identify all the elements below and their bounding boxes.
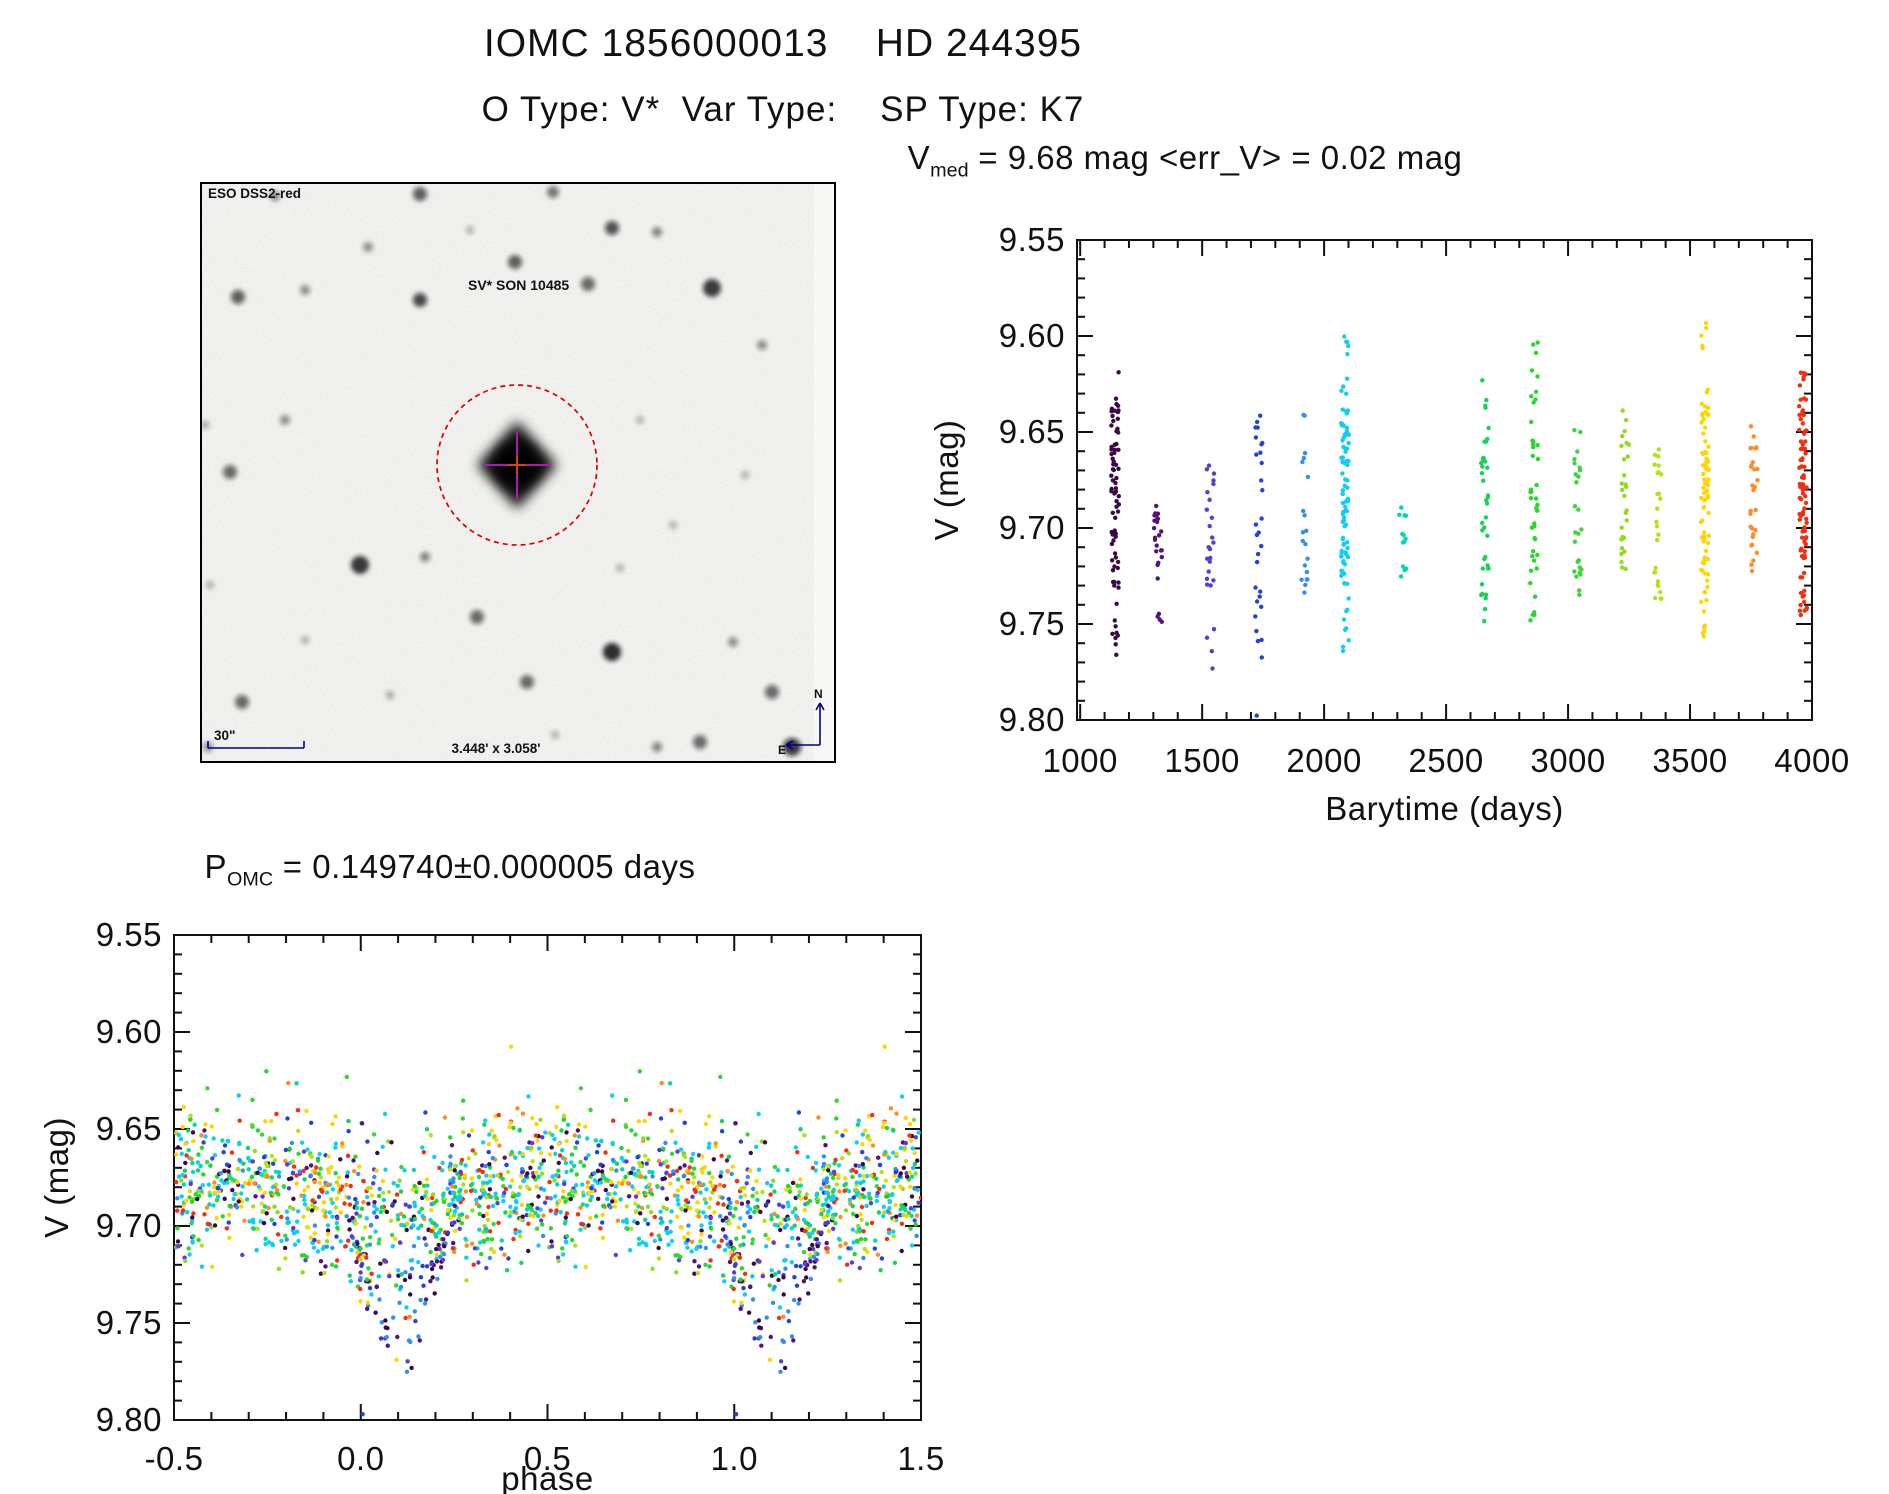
field-star [605, 221, 619, 235]
compass-east-label: E [778, 743, 786, 757]
axes [1076, 239, 1813, 721]
page-title: IOMC 1856000013 HD 244395 [483, 22, 1083, 65]
x-tick-label: 1000 [1042, 742, 1117, 779]
field-star [652, 227, 662, 237]
field-star [351, 556, 369, 574]
x-tick-label: 2000 [1286, 742, 1361, 779]
scatter-points [1109, 321, 1810, 718]
y-tick-label: 9.55 [999, 221, 1065, 258]
x-tick-label: 1.5 [897, 1440, 944, 1477]
scatter-points [174, 1044, 921, 1417]
target-circle-group [436, 384, 598, 546]
field-star [765, 685, 779, 699]
x-tick-label: 3500 [1652, 742, 1727, 779]
compass-north-label: N [814, 687, 823, 701]
axes [173, 934, 922, 1421]
y-tick-label: 9.70 [96, 1207, 162, 1244]
field-star [783, 738, 801, 756]
y-tick-label: 9.70 [999, 509, 1065, 546]
y-tick-label: 9.65 [96, 1110, 162, 1147]
x-tick-label: 3000 [1530, 742, 1605, 779]
x-tick-label: -0.5 [145, 1440, 204, 1477]
target-crosshair [483, 431, 551, 499]
field-star [270, 191, 280, 201]
phase-plot: -0.5 0.0 0.5 1.0 1.5 9.55 9.60 9.65 9.70 9.75 9.80… [38, 916, 944, 1494]
y-tick-label: 9.80 [999, 701, 1065, 738]
field-star [603, 643, 621, 661]
barytime-plot-title: Vmed = 9.68 mag <err_V> = 0.02 mag [845, 139, 1525, 183]
finder-chart-image: ESO DSS2-red SV* SON 10485 30" 3.448' x … [200, 182, 836, 763]
field-star [547, 186, 559, 198]
x-axis-label: Barytime (days) [1325, 790, 1564, 827]
phase-title-sub: OMC [226, 868, 274, 891]
field-star [728, 637, 738, 647]
finder-frame [200, 182, 836, 763]
scale-bar-label: 30" [214, 728, 235, 743]
x-tick-label: 0.5 [524, 1440, 571, 1477]
field-star [551, 731, 559, 739]
field-star [669, 521, 677, 529]
phase-title-lead: P [204, 848, 227, 885]
phase-title-rest: = 0.149740±0.000005 days [273, 848, 696, 885]
field-star [280, 415, 290, 425]
field-star [386, 691, 394, 699]
target-name-label: SV* SON 10485 [468, 277, 569, 293]
survey-label: ESO DSS2-red [208, 186, 301, 201]
field-star [757, 340, 767, 350]
phase-plot-title: POMC = 0.149740±0.000005 days [130, 848, 770, 892]
finder-star-field [201, 186, 801, 756]
barytime-title-lead: V [907, 139, 931, 176]
field-star [703, 279, 721, 297]
field-star [300, 285, 310, 295]
field-star [741, 471, 749, 479]
y-axis-label: V (mag) [38, 1117, 75, 1238]
y-tick-label: 9.60 [96, 1013, 162, 1050]
tick-labels: -0.5 0.0 0.5 1.0 1.5 9.55 9.60 9.65 9.70 9.75 9.80 [96, 916, 944, 1477]
page-subtitle: O Type: V* Var Type: SP Type: K7 [481, 90, 1085, 129]
barytime-title-sub: med [930, 159, 969, 182]
y-tick-label: 9.55 [96, 916, 162, 953]
field-star [413, 293, 427, 307]
field-star [201, 421, 209, 429]
y-tick-label: 9.60 [999, 317, 1065, 354]
fov-label: 3.448' x 3.058' [452, 741, 541, 756]
x-tick-label: 1500 [1164, 742, 1239, 779]
field-star [636, 416, 644, 424]
field-star [235, 695, 249, 709]
y-axis-label: V (mag) [928, 420, 965, 541]
field-star [363, 242, 373, 252]
x-tick-label: 0.0 [337, 1440, 384, 1477]
field-star [520, 675, 534, 689]
field-star [470, 610, 484, 624]
x-tick-label: 2500 [1408, 742, 1483, 779]
field-star [413, 187, 427, 201]
field-star [420, 552, 430, 562]
target-marker-circle [436, 384, 598, 546]
field-star [231, 290, 245, 304]
compass-icon [785, 702, 825, 750]
scale-bar [207, 741, 305, 749]
field-star [206, 581, 214, 589]
barytime-plot: 1000 1500 2000 2500 3000 3500 4000 9.55 9.60 9.65… [928, 221, 1849, 827]
x-tick-label: 4000 [1774, 742, 1849, 779]
field-star [652, 742, 662, 752]
field-star [693, 735, 707, 749]
field-star [581, 277, 595, 291]
field-star [508, 255, 522, 269]
field-star [616, 564, 624, 572]
field-star [223, 465, 237, 479]
y-tick-label: 9.65 [999, 413, 1065, 450]
y-tick-label: 9.80 [96, 1401, 162, 1438]
x-axis-label: phase [501, 1460, 593, 1494]
field-star [301, 636, 309, 644]
x-tick-label: 1.0 [711, 1440, 758, 1477]
tick-labels: 1000 1500 2000 2500 3000 3500 4000 9.55 9.60 9.65… [999, 221, 1849, 779]
barytime-title-rest: = 9.68 mag <err_V> = 0.02 mag [968, 139, 1463, 176]
y-tick-label: 9.75 [999, 605, 1065, 642]
y-tick-label: 9.75 [96, 1304, 162, 1341]
field-star [466, 226, 474, 234]
